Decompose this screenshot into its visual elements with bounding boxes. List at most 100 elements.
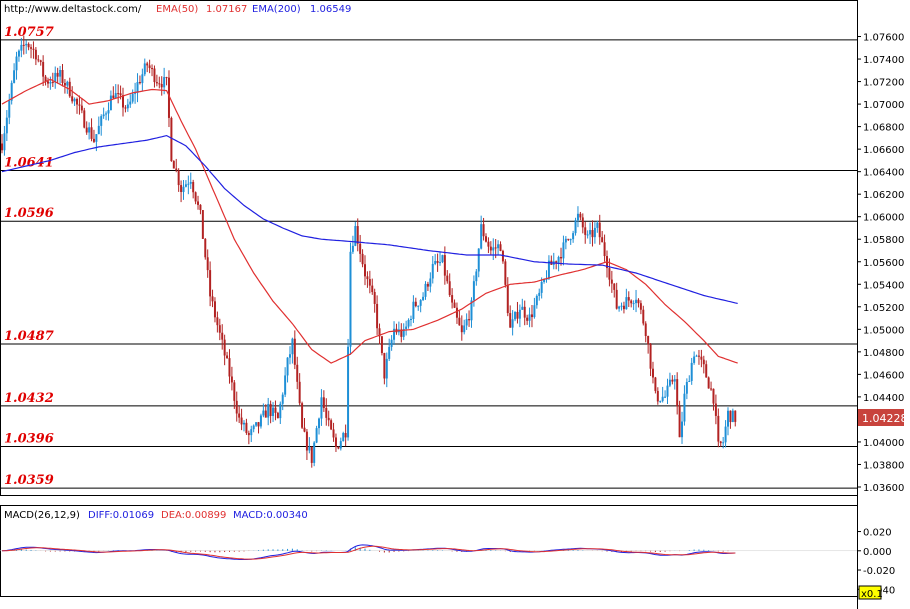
candle-down [627, 297, 630, 301]
candle-up [472, 281, 475, 301]
candle-up [511, 319, 514, 328]
candle-down [501, 250, 504, 262]
candle-down [717, 415, 720, 442]
candle-down [526, 317, 529, 321]
candle-up [661, 396, 664, 401]
candle-down [506, 284, 509, 314]
candle-down [581, 217, 584, 228]
candle-down [610, 279, 613, 284]
macd-dea-label: DEA:0.00899 [161, 510, 226, 521]
candle-up [73, 98, 76, 102]
candle-up [107, 110, 110, 114]
candle-up [620, 305, 623, 307]
candle-up [252, 425, 255, 430]
candle-up [683, 393, 686, 422]
candle-up [13, 70, 16, 83]
candle-down [56, 72, 59, 77]
candle-up [574, 220, 577, 234]
candle-down [702, 359, 705, 365]
candle-up [143, 63, 146, 75]
candle-up [439, 262, 442, 264]
candle-up [405, 326, 408, 330]
candle-down [380, 336, 383, 354]
ema200-line [1, 134, 738, 304]
candle-up [49, 81, 52, 84]
candle-down [330, 420, 333, 430]
candle-up [434, 261, 437, 264]
candle-up [572, 233, 575, 240]
candle-down [714, 403, 717, 416]
candle-down [373, 292, 376, 304]
candle-up [547, 260, 550, 279]
candle-down [223, 339, 226, 356]
candle-up [412, 301, 415, 320]
candle-down [642, 309, 645, 324]
candle-up [724, 426, 727, 443]
candle-up [184, 184, 187, 187]
candle-up [279, 403, 282, 419]
candle-up [129, 101, 132, 105]
candle-up [250, 429, 253, 436]
candle-down [468, 319, 471, 321]
candle-up [25, 43, 28, 46]
candle-down [298, 381, 301, 404]
candle-down [119, 93, 122, 96]
candle-up [315, 428, 318, 443]
candle-up [593, 227, 596, 238]
candle-up [441, 255, 444, 263]
candle-down [555, 261, 558, 263]
candle-down [436, 261, 439, 263]
candle-down [654, 377, 657, 391]
zoom-button[interactable] [858, 585, 882, 600]
candle-up [141, 74, 144, 84]
candle-down [305, 431, 308, 451]
candle-down [729, 410, 732, 423]
candle-down [460, 325, 463, 333]
candle-down [485, 236, 487, 242]
price-tick-label: 1.04000 [863, 438, 904, 449]
candle-up [272, 407, 275, 417]
candle-up [618, 306, 621, 309]
level-label: 1.0396 [4, 431, 54, 446]
candle-up [95, 134, 98, 142]
price-tick-label: 1.06400 [863, 168, 904, 179]
candle-up [59, 69, 62, 77]
candle-down [734, 410, 737, 422]
candle-down [46, 81, 49, 84]
candle-down [608, 268, 611, 280]
candle-down [303, 427, 306, 432]
price-tick-label: 1.03800 [863, 460, 904, 471]
candle-down [30, 47, 33, 49]
candle-down [697, 355, 700, 357]
candle-up [102, 114, 105, 117]
price-tick-label: 1.07400 [863, 55, 904, 66]
price-tick-label: 1.06800 [863, 123, 904, 134]
candle-down [78, 104, 81, 106]
candle-down [710, 388, 713, 390]
ema50-label: EMA(50) [156, 4, 198, 15]
candle-down [647, 335, 650, 345]
candle-down [400, 329, 403, 337]
candle-up [342, 433, 345, 442]
candle-down [530, 314, 533, 318]
candle-up [385, 358, 388, 379]
price-tick-label: 1.07000 [863, 100, 904, 111]
candle-up [351, 245, 354, 252]
candle-down [240, 417, 243, 425]
candle-up [318, 418, 321, 429]
candle-down [274, 407, 277, 413]
candle-up [354, 226, 357, 246]
candle-down [359, 243, 362, 254]
candle-up [105, 113, 108, 115]
price-tick-label: 1.03600 [863, 483, 904, 494]
ema200-label: EMA(200) [252, 4, 301, 15]
candle-down [180, 185, 183, 193]
candle-down [213, 301, 216, 318]
candle-up [557, 256, 560, 263]
price-tick-label: 1.04400 [863, 393, 904, 404]
candle-up [521, 306, 524, 310]
candle-down [451, 295, 454, 303]
candle-up [189, 181, 192, 184]
macd-tick-label: 0.000 [863, 547, 892, 558]
candle-up [134, 92, 137, 94]
